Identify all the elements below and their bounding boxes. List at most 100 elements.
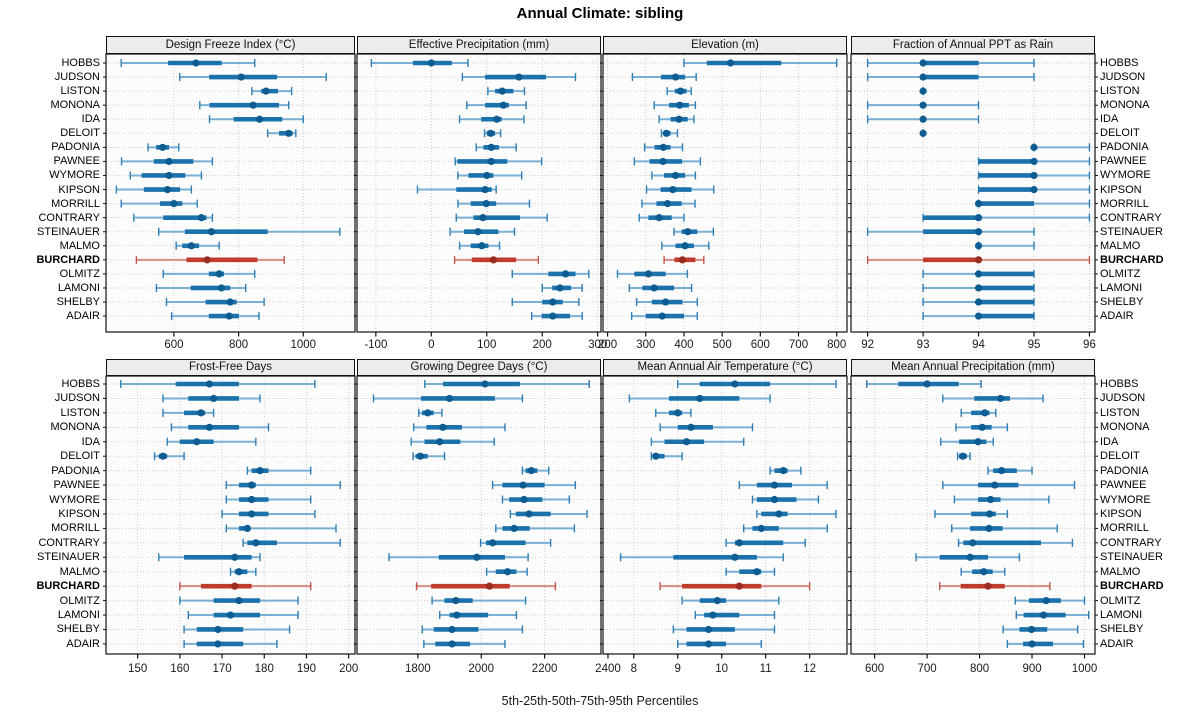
series-wymore-elevation-m	[651, 171, 697, 180]
station-label-right-shelby: SHELBY	[1100, 296, 1144, 309]
series-contrary-mean-annual-air-temperature-c	[725, 538, 806, 547]
median-dot	[919, 73, 927, 81]
percentiles-caption: 5th-25th-50th-75th-95th Percentiles	[501, 694, 699, 708]
series-shelby-mean-annual-precipitation-mm	[1002, 625, 1079, 634]
x-tick-label: 0	[428, 339, 435, 351]
panel-strip-mean-annual-precipitation-mm: Mean Annual Precipitation (mm)	[851, 359, 1095, 376]
station-label-right-hobbs: HOBBS	[1100, 57, 1139, 69]
median-dot	[981, 409, 989, 417]
median-dot	[256, 115, 264, 123]
series-wymore-growing-degree-days-c	[501, 495, 571, 504]
series-deloit-effective-precipitation-mm	[483, 129, 502, 138]
series-hobbs-elevation-m	[683, 59, 838, 67]
series-wymore-frost-free-days	[225, 495, 312, 504]
series-kipson-mean-annual-air-temperature-c	[756, 509, 837, 518]
median-dot	[671, 73, 680, 81]
station-label-left-burchard: BURCHARD	[36, 580, 100, 593]
series-deloit-elevation-m	[660, 129, 679, 138]
median-dot	[163, 185, 172, 194]
panel-design-freeze-index-c	[103, 53, 356, 337]
station-label-right-pawnee: PAWNEE	[1100, 155, 1147, 168]
series-morrill-fraction-of-annual-ppt-as-rain	[974, 199, 1091, 208]
median-dot	[452, 597, 460, 605]
series-contrary-design-freeze-index-c	[133, 213, 214, 222]
station-label-right-wymore: WYMORE	[1100, 493, 1151, 506]
series-monona-growing-degree-days-c	[413, 423, 506, 432]
x-tick-label: 800	[827, 339, 847, 351]
series-deloit-growing-degree-days-c	[412, 452, 446, 461]
station-label-right-lamoni: LAMONI	[1100, 609, 1143, 622]
station-label-right-deloit: DELOIT	[1100, 127, 1140, 140]
median-dot	[165, 157, 173, 166]
station-label-left-steinauer: STEINAUER	[37, 551, 100, 564]
median-dot	[556, 284, 564, 292]
median-dot	[549, 298, 557, 306]
series-liston-elevation-m	[666, 87, 692, 96]
station-label-right-kipson: KIPSON	[1100, 507, 1142, 520]
median-dot	[770, 495, 779, 504]
median-dot	[436, 438, 444, 446]
series-olmitz-growing-degree-days-c	[431, 596, 527, 605]
median-dot	[197, 409, 205, 417]
x-tick-label: 700	[917, 663, 937, 675]
series-shelby-design-freeze-index-c	[165, 298, 265, 307]
series-ida-elevation-m	[658, 115, 695, 124]
median-dot	[974, 438, 982, 446]
station-label-right-judson: JUDSON	[1100, 71, 1146, 84]
median-dot	[1042, 597, 1050, 605]
series-liston-design-freeze-index-c	[251, 87, 293, 96]
series-deloit-mean-annual-air-temperature-c	[650, 452, 683, 461]
series-steinauer-mean-annual-precipitation-mm	[915, 553, 1021, 562]
median-dot	[481, 185, 489, 194]
station-label-right-burchard: BURCHARD	[1100, 253, 1164, 266]
median-dot	[662, 129, 670, 137]
station-label-right-monona: MONONA	[1100, 421, 1150, 434]
station-label-right-wymore: WYMORE	[1100, 169, 1151, 182]
median-dot	[676, 87, 685, 95]
station-label-left-adair: ADAIR	[66, 310, 100, 323]
x-tick-label: 190	[296, 663, 317, 675]
median-dot	[986, 495, 995, 504]
series-judson-frost-free-days	[162, 394, 261, 403]
median-dot	[549, 312, 557, 320]
median-dot	[974, 284, 983, 292]
median-dot	[207, 228, 216, 236]
x-tick-label: 95	[1027, 339, 1041, 351]
station-label-left-judson: JUDSON	[54, 392, 100, 405]
series-monona-elevation-m	[653, 101, 697, 110]
series-hobbs-growing-degree-days-c	[424, 380, 590, 388]
series-shelby-frost-free-days	[183, 625, 291, 634]
median-dot	[684, 228, 692, 236]
series-lamoni-mean-annual-air-temperature-c	[694, 611, 776, 620]
x-tick-label: 700	[788, 339, 809, 351]
station-label-left-liston: LISTON	[60, 85, 100, 98]
median-dot	[159, 452, 167, 460]
x-tick-label: 92	[861, 339, 875, 351]
series-deloit-frost-free-days	[153, 452, 185, 461]
median-dot	[652, 452, 660, 460]
median-dot	[527, 467, 535, 475]
x-tick-label: 94	[972, 339, 985, 351]
series-padonia-fraction-of-annual-ppt-as-rain	[1030, 143, 1091, 152]
median-dot	[978, 423, 986, 431]
series-burchard-growing-degree-days-c	[415, 582, 557, 591]
x-tick-label: 11	[759, 663, 772, 675]
station-label-left-olmitz: OLMITZ	[59, 267, 100, 280]
x-tick-label: 1800	[405, 663, 431, 675]
median-dot	[663, 200, 672, 208]
station-label-left-contrary: CONTRARY	[38, 211, 100, 224]
x-tick-label: 170	[212, 663, 232, 675]
series-ida-growing-degree-days-c	[410, 437, 495, 446]
series-wymore-mean-annual-precipitation-mm	[953, 495, 1050, 504]
station-label-right-pawnee: PAWNEE	[1100, 479, 1147, 492]
series-adair-fraction-of-annual-ppt-as-rain	[922, 312, 1035, 321]
series-morrill-mean-annual-precipitation-mm	[951, 524, 1058, 533]
series-monona-effective-precipitation-mm	[466, 101, 527, 110]
median-dot	[997, 467, 1006, 475]
median-dot	[525, 510, 533, 518]
series-steinauer-elevation-m	[673, 227, 715, 236]
median-dot	[231, 553, 239, 561]
station-label-left-olmitz: OLMITZ	[59, 594, 100, 607]
median-dot	[520, 495, 528, 504]
series-kipson-effective-precipitation-mm	[416, 185, 497, 194]
